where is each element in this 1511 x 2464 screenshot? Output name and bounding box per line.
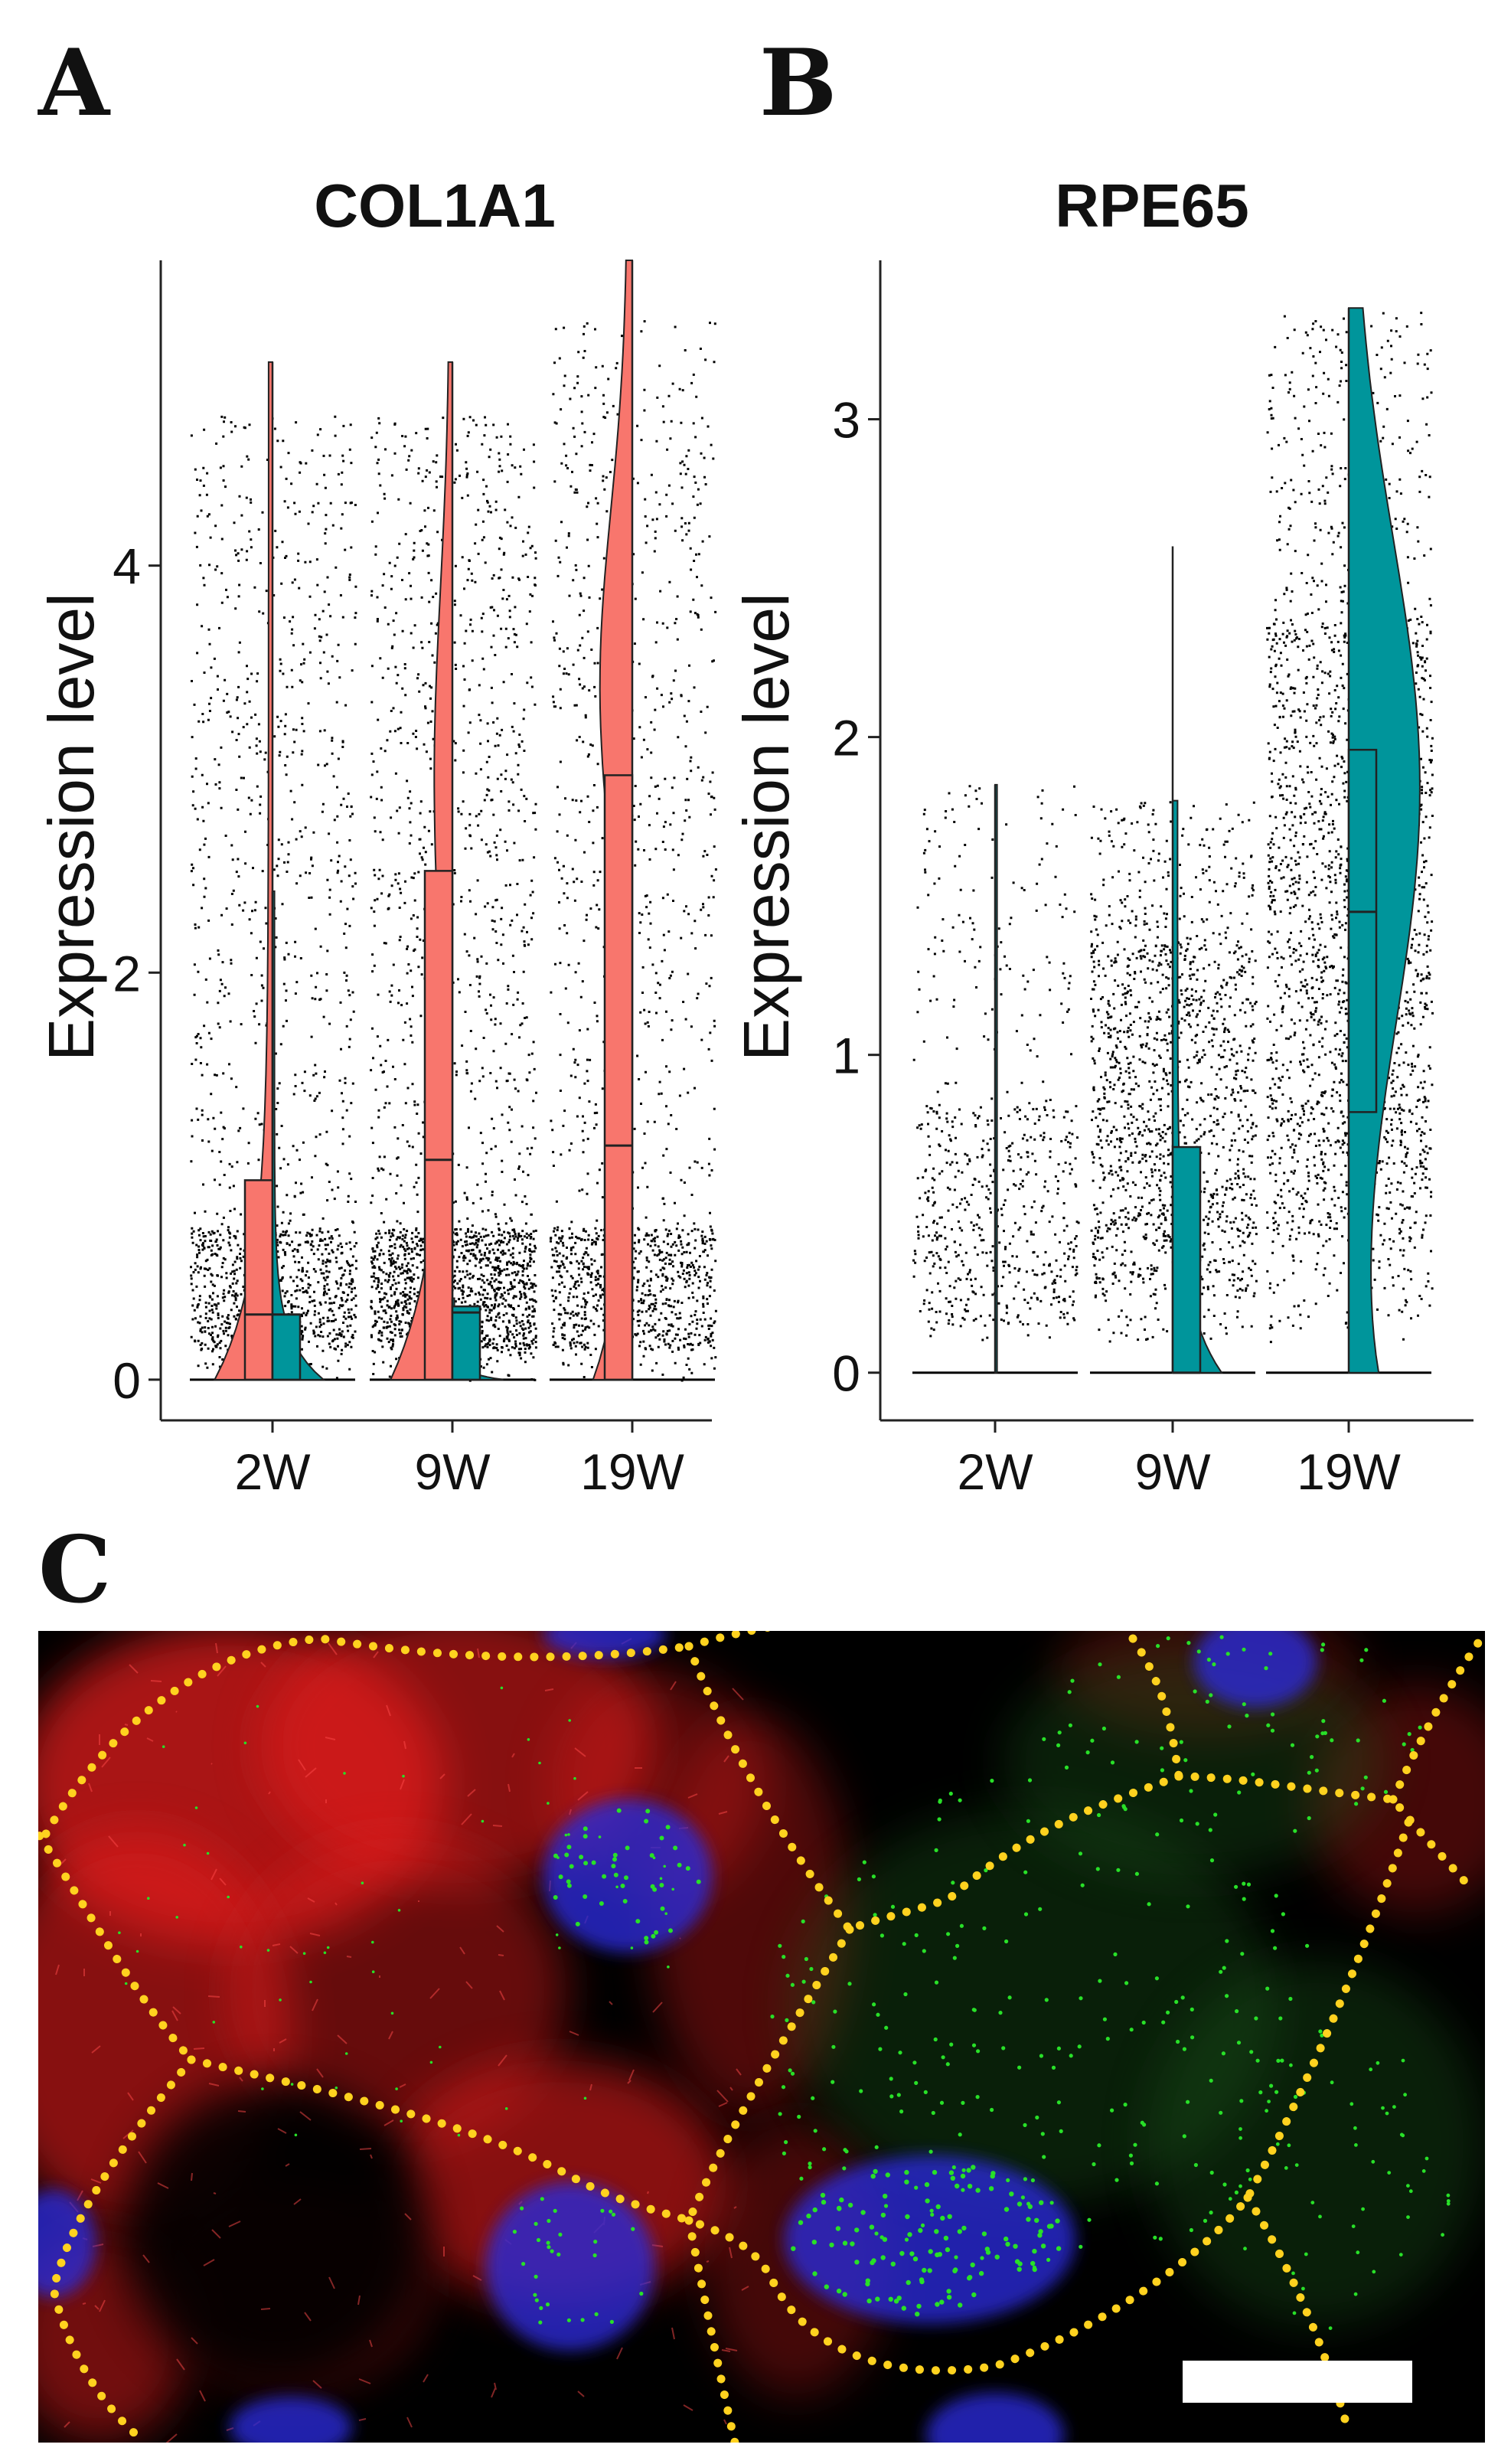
nucleus — [486, 2182, 654, 2351]
cell-border-line — [684, 1642, 854, 1934]
panel-letter-b: B — [759, 29, 837, 137]
nucleus — [926, 2393, 1064, 2443]
violins-rpe65 — [994, 307, 1421, 1374]
green-glow — [1148, 1960, 1485, 2328]
jitter-points-19W — [550, 320, 717, 1382]
y-tick-label: 2 — [113, 945, 141, 1002]
x-tick-label: 9W — [1135, 1443, 1212, 1500]
box-9W-1 — [451, 1305, 481, 1381]
axes-rpe65: 0 1 2 3 2W 9W 19W — [832, 260, 1473, 1500]
box-9W-0 — [1171, 1145, 1202, 1374]
actin-region — [230, 1838, 566, 2144]
x-tick-label: 2W — [958, 1443, 1034, 1500]
chart-title-col1a1: COL1A1 — [314, 172, 556, 240]
nucleus — [1194, 1631, 1317, 1707]
actin-stain — [38, 1631, 1485, 2443]
cell-border-line — [187, 2055, 693, 2225]
nuclei — [38, 1631, 1317, 2443]
jitter-points-2W — [190, 415, 357, 1381]
green-glow — [1003, 1646, 1385, 1876]
x-tick-label: 19W — [1297, 1443, 1401, 1500]
nucleus — [543, 1799, 712, 1953]
panel-letter-c: C — [38, 1516, 112, 1624]
box-19W-0 — [1347, 748, 1378, 1113]
micrograph — [38, 1631, 1485, 2443]
cell-border-line — [1243, 2193, 1352, 2432]
jitter-points-2W — [912, 785, 1080, 1341]
cell-border-line — [1389, 1634, 1485, 1804]
cell-borders — [38, 1631, 1485, 2443]
chart-col1a1: COL1A1 Expression level 0 2 4 2W 9W 19W — [35, 172, 717, 1500]
actin-fibers — [55, 1638, 749, 2443]
cell-border-line — [684, 1818, 1413, 2375]
dark-region — [122, 2083, 429, 2389]
box-2W-1 — [271, 1313, 302, 1381]
nucleus — [785, 2155, 1075, 2324]
box-9W-0 — [423, 870, 454, 1381]
jitter-points-9W — [1090, 801, 1258, 1343]
cell-border-line — [684, 2216, 739, 2443]
jitter-points-9W — [370, 416, 537, 1382]
cell-border-line — [684, 1925, 854, 2225]
y-axis-label-col1a1: Expression level — [35, 593, 107, 1061]
box-2W-0 — [243, 1179, 274, 1381]
y-axis-label-rpe65: Expression level — [730, 593, 802, 1061]
y-tick-label: 0 — [113, 1352, 141, 1409]
y-tick-label: 4 — [113, 538, 141, 595]
x-tick-label: 19W — [580, 1443, 684, 1500]
y-tick-label: 0 — [832, 1345, 860, 1402]
nucleus — [543, 1631, 666, 1658]
cell-border-line — [684, 1631, 773, 1651]
scale-bar — [1183, 2361, 1412, 2403]
cell-border-line — [845, 1772, 1183, 1934]
x-tick-label: 9W — [415, 1443, 491, 1500]
axes-col1a1: 0 2 4 2W 9W 19W — [113, 260, 712, 1500]
violins-col1a1 — [213, 260, 634, 1381]
box-19W-0 — [603, 774, 634, 1381]
cell-border-line — [41, 1634, 693, 1838]
y-tick-label: 3 — [832, 392, 860, 449]
y-tick-label: 1 — [832, 1028, 860, 1084]
y-tick-label: 2 — [832, 710, 860, 766]
x-tick-label: 2W — [235, 1443, 312, 1500]
cell-border-line — [1128, 1634, 1183, 1781]
panel-letter-a: A — [38, 29, 111, 137]
chart-title-rpe65: RPE65 — [1055, 172, 1248, 240]
nucleus — [230, 2397, 352, 2443]
chart-rpe65: RPE65 Expression level 0 1 2 3 2W 9W 19W — [730, 172, 1473, 1500]
